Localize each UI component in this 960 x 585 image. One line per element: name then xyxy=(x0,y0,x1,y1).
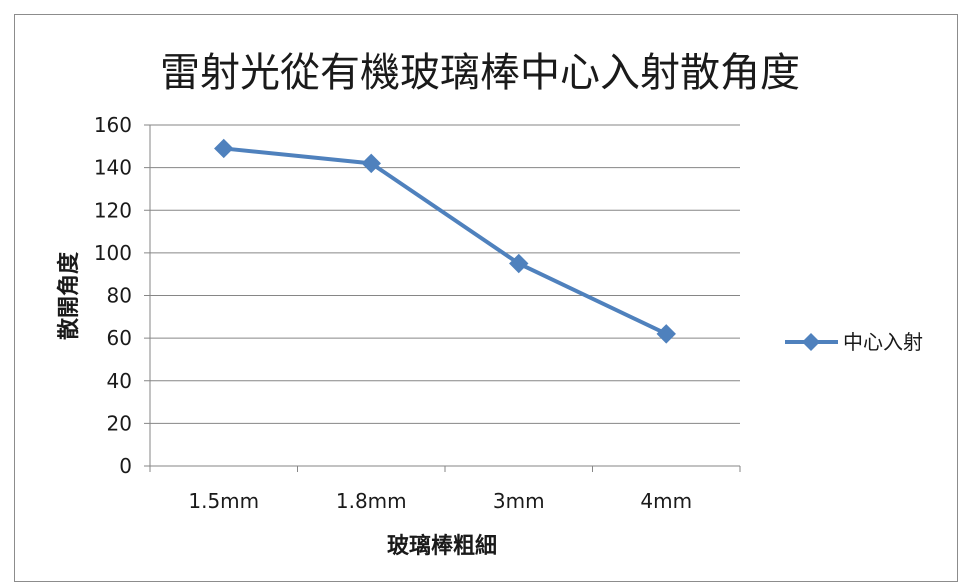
x-tick-label: 1.8mm xyxy=(336,489,407,513)
data-point-marker xyxy=(509,253,529,274)
y-tick-label: 120 xyxy=(94,198,132,222)
x-tick-label: 1.5mm xyxy=(188,489,259,513)
x-axis-label: 玻璃棒粗細 xyxy=(387,533,497,559)
x-tick-labels: 1.5mm 1.8mm 3mm 4mm xyxy=(188,489,692,513)
y-tick-labels: 0 20 40 60 80 100 120 140 160 xyxy=(94,113,132,478)
gridlines xyxy=(144,124,741,472)
y-tick-label: 20 xyxy=(107,411,132,435)
y-tick-label: 80 xyxy=(107,284,132,308)
y-axis-label: 散開角度 xyxy=(56,251,82,340)
data-point-marker xyxy=(361,153,381,174)
legend: 中心入射 xyxy=(785,330,923,354)
y-tick-label: 0 xyxy=(119,454,132,478)
x-tick-label: 4mm xyxy=(640,489,692,513)
legend-diamond-marker xyxy=(802,333,820,351)
data-point-marker xyxy=(214,138,234,159)
y-tick-label: 160 xyxy=(94,113,132,137)
y-tick-label: 40 xyxy=(107,369,132,393)
chart-frame xyxy=(14,14,958,582)
x-tick-label: 3mm xyxy=(493,489,545,513)
series-layer xyxy=(214,138,676,344)
data-point-marker xyxy=(656,324,676,344)
legend-label: 中心入射 xyxy=(843,330,923,354)
y-tick-label: 100 xyxy=(94,241,132,265)
series-line xyxy=(223,146,668,336)
chart-title: 雷射光從有機玻璃棒中心入射散角度 xyxy=(160,50,800,96)
y-tick-label: 140 xyxy=(94,156,132,180)
y-tick-label: 60 xyxy=(107,326,132,350)
